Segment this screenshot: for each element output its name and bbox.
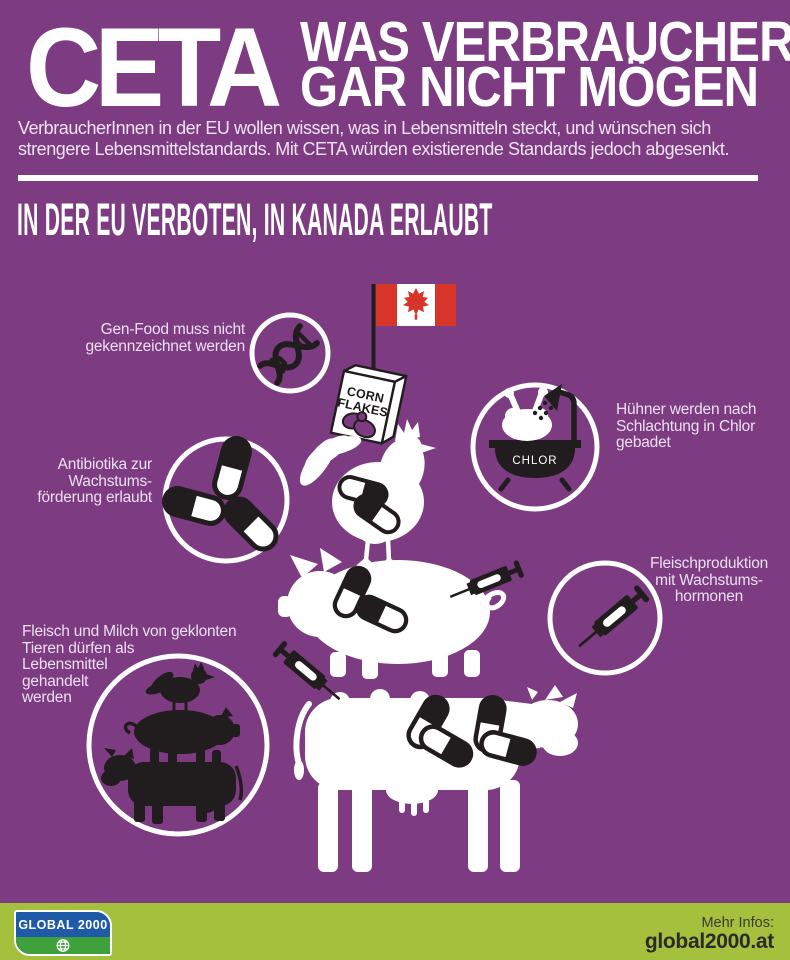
global2000-logo: GLOBAL 2000 <box>14 910 112 956</box>
callout-label-cloning: Fleisch und Milch von geklonten Tieren d… <box>22 623 237 706</box>
brand-title: CETA <box>26 5 282 130</box>
more-info-label: Mehr Infos: <box>701 915 774 931</box>
chlorine-bath-icon <box>489 384 581 492</box>
cloned-cow <box>101 748 244 824</box>
chlorine-circle <box>470 382 600 512</box>
stacked-animals-icon <box>101 662 244 824</box>
bathtub <box>489 440 581 478</box>
cereal-box <box>329 364 408 445</box>
intro-line-2: strengere Lebensmittelstandards. Mit CET… <box>18 138 730 159</box>
genfood-circle <box>249 312 331 394</box>
title-line-1: WAS VERBRAUCHER <box>300 10 790 74</box>
website-url: global2000.at <box>644 930 774 953</box>
title-line-2: GAR NICHT MÖGEN <box>300 55 759 119</box>
globe-icon <box>56 939 70 952</box>
intro-line-1: VerbraucherInnen in der EU wollen wissen… <box>18 118 711 138</box>
flagpole <box>371 284 376 382</box>
hormones-circle <box>547 560 663 676</box>
callout-rings <box>86 312 663 837</box>
footer-bar <box>0 903 790 960</box>
cloned-pig <box>123 707 240 767</box>
cloning-circle <box>86 653 270 837</box>
canada-flag-icon <box>376 284 456 326</box>
bathtub-chlor-label: CHLOR <box>512 455 558 467</box>
logo-text: GLOBAL 2000 <box>16 912 110 937</box>
section-heading: IN DER EU VERBOTEN, IN KANADA ERLAUBT <box>17 194 493 245</box>
callout-label-genfood: Gen-Food muss nicht gekennzeichnet werde… <box>85 321 245 355</box>
logo-globe-band <box>16 937 110 954</box>
intro-paragraph: VerbraucherInnen in der EU wollen wissen… <box>18 118 729 159</box>
dna-icon <box>257 323 320 386</box>
shower-head <box>532 384 577 441</box>
divider-rule <box>18 175 758 181</box>
cow-illustration <box>293 685 578 872</box>
callout-label-chlorine: Hühner werden nach Schlachtung in Chlor … <box>616 401 757 451</box>
callout-label-hormones: Fleischproduktion mit Wachstums- hormone… <box>649 555 769 605</box>
callout-label-antibiotics: Antibiotika zur Wachstums- förderung erl… <box>37 456 152 506</box>
page-title: WAS VERBRAUCHER GAR NICHT MÖGEN <box>300 10 790 119</box>
